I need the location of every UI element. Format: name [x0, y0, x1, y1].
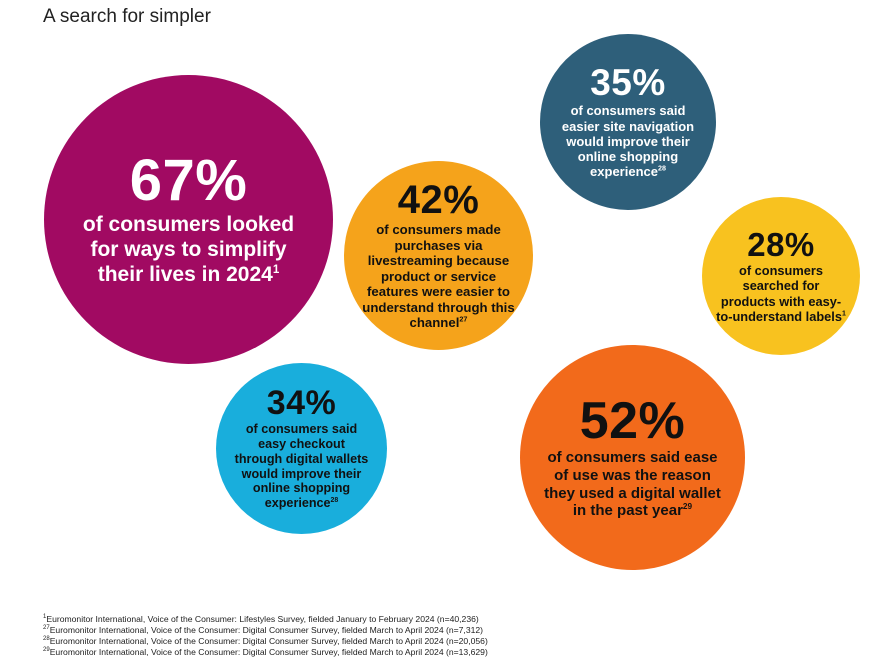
stat-bubble-35: 35% of consumers said easier site naviga…	[540, 34, 716, 210]
footnote-ref: 1	[841, 310, 846, 318]
footnote-ref: 28	[657, 165, 666, 174]
stat-description: of consumers looked for ways to simplify…	[82, 212, 295, 287]
page-title: A search for simpler	[43, 6, 211, 27]
stat-bubble-42: 42% of consumers made purchases via live…	[344, 161, 533, 350]
stat-description: of consumers searched for products with …	[716, 263, 846, 324]
stat-value: 34%	[266, 383, 337, 422]
footnote-text: Euromonitor International, Voice of the …	[49, 647, 488, 657]
footnote-27: 27Euromonitor International, Voice of th…	[43, 625, 863, 636]
stat-description: of consumers said easy checkout through …	[234, 421, 369, 511]
stat-value: 42%	[397, 177, 480, 222]
footnote-ref: 28	[330, 497, 339, 505]
footnote-text: Euromonitor International, Voice of the …	[49, 625, 484, 635]
footnote-28: 28Euromonitor International, Voice of th…	[43, 636, 863, 647]
stat-value: 67%	[129, 147, 248, 213]
footnote-text: Euromonitor International, Voice of the …	[46, 614, 479, 624]
footnote-1: 1Euromonitor International, Voice of the…	[43, 614, 863, 625]
stat-description: of consumers said easier site navigation…	[561, 103, 695, 180]
footnote-ref: 29	[682, 502, 693, 512]
stat-bubble-52: 52% of consumers said ease of use was th…	[520, 345, 745, 570]
footnotes: 1Euromonitor International, Voice of the…	[43, 614, 863, 658]
footnote-number: 28	[43, 636, 50, 643]
footnote-ref: 1	[272, 264, 280, 277]
footnote-number: 27	[43, 625, 50, 632]
stat-bubble-28: 28% of consumers searched for products w…	[702, 197, 860, 355]
footnote-number: 29	[43, 647, 50, 654]
footnote-ref: 27	[459, 315, 468, 325]
stat-description: of consumers made purchases via livestre…	[362, 221, 515, 331]
stat-bubble-34: 34% of consumers said easy checkout thro…	[216, 363, 387, 534]
footnote-number: 1	[43, 614, 47, 621]
footnote-text: Euromonitor International, Voice of the …	[49, 636, 488, 646]
stat-description: of consumers said ease of use was the re…	[544, 449, 721, 520]
stat-bubble-67: 67% of consumers looked for ways to simp…	[44, 75, 333, 364]
stat-value: 52%	[579, 392, 686, 451]
stat-value: 28%	[747, 226, 815, 264]
footnote-29: 29Euromonitor International, Voice of th…	[43, 647, 863, 658]
stat-value: 35%	[590, 62, 666, 104]
